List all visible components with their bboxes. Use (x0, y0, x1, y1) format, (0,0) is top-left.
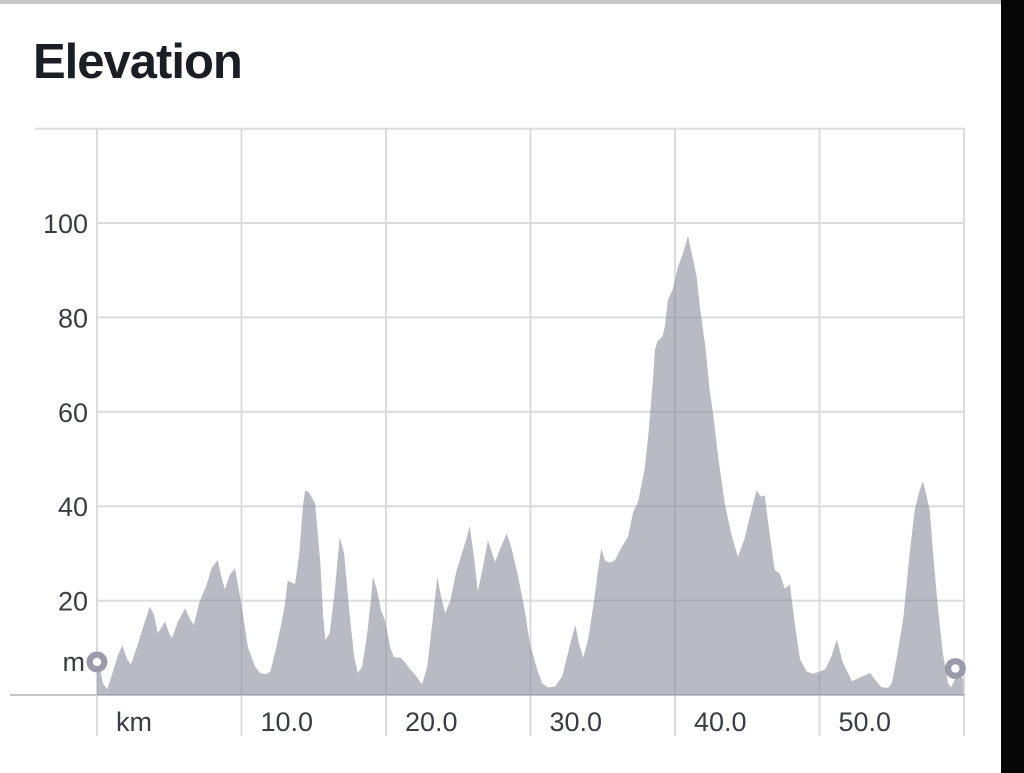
x-axis-tick-label: 20.0 (405, 707, 458, 737)
chart-title: Elevation (33, 35, 243, 89)
x-axis-tick-label: km (116, 707, 152, 737)
window-top-strip (0, 0, 1001, 4)
y-axis-tick-label: 60 (58, 398, 88, 428)
x-axis-tick-label: 10.0 (261, 707, 314, 737)
elevation-area[interactable] (97, 235, 964, 695)
y-axis-tick-label: 100 (43, 209, 88, 239)
route-start-marker-center (92, 657, 102, 667)
y-axis-tick-label: 80 (58, 303, 88, 333)
x-axis-tick-label: 50.0 (839, 707, 892, 737)
y-axis-unit-label: m (63, 647, 86, 677)
x-axis-tick-label: 30.0 (550, 707, 603, 737)
x-axis-tick-label: 40.0 (694, 707, 747, 737)
window-right-strip (1001, 0, 1024, 773)
y-axis-tick-label: 20 (58, 587, 88, 617)
route-end-marker-center (951, 664, 960, 673)
y-axis-tick-label: 40 (58, 492, 88, 522)
